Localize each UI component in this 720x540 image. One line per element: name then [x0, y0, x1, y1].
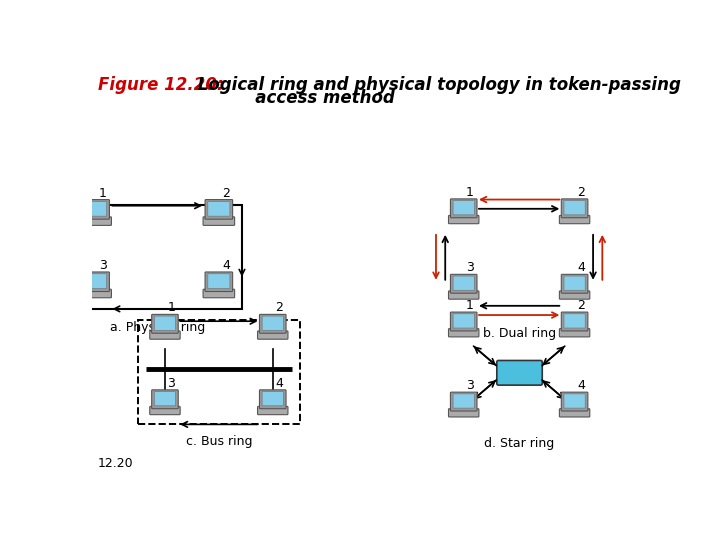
Text: access method: access method — [192, 90, 395, 107]
Text: 3: 3 — [167, 377, 175, 390]
FancyBboxPatch shape — [258, 407, 288, 415]
Bar — [73, 205, 242, 309]
FancyBboxPatch shape — [559, 329, 590, 337]
Text: 2: 2 — [275, 301, 283, 314]
FancyBboxPatch shape — [84, 201, 107, 216]
FancyBboxPatch shape — [562, 312, 588, 331]
FancyBboxPatch shape — [82, 200, 109, 219]
FancyBboxPatch shape — [564, 200, 585, 215]
Text: 3: 3 — [466, 261, 474, 274]
FancyBboxPatch shape — [150, 331, 180, 339]
FancyBboxPatch shape — [152, 314, 179, 333]
FancyBboxPatch shape — [259, 390, 286, 409]
Text: 1: 1 — [99, 186, 107, 200]
FancyBboxPatch shape — [205, 272, 233, 292]
Text: 4: 4 — [222, 259, 230, 272]
FancyBboxPatch shape — [150, 407, 180, 415]
FancyBboxPatch shape — [262, 316, 284, 330]
Text: 2: 2 — [577, 299, 585, 312]
FancyBboxPatch shape — [208, 274, 230, 288]
FancyBboxPatch shape — [259, 314, 286, 333]
FancyBboxPatch shape — [82, 272, 109, 292]
FancyBboxPatch shape — [453, 394, 474, 408]
FancyBboxPatch shape — [559, 291, 590, 299]
FancyBboxPatch shape — [152, 390, 179, 409]
Text: 4: 4 — [577, 379, 585, 392]
Text: b. Dual ring: b. Dual ring — [482, 327, 556, 340]
FancyBboxPatch shape — [262, 392, 284, 406]
FancyBboxPatch shape — [449, 291, 479, 299]
FancyBboxPatch shape — [80, 217, 112, 225]
FancyBboxPatch shape — [451, 274, 477, 293]
FancyBboxPatch shape — [84, 274, 107, 288]
FancyBboxPatch shape — [449, 409, 479, 417]
Text: 2: 2 — [577, 186, 585, 199]
FancyBboxPatch shape — [80, 289, 112, 298]
Text: 12.20: 12.20 — [98, 457, 134, 470]
FancyBboxPatch shape — [203, 217, 235, 225]
FancyBboxPatch shape — [559, 215, 590, 224]
Text: d. Star ring: d. Star ring — [484, 437, 554, 450]
FancyBboxPatch shape — [564, 394, 585, 408]
Text: 1: 1 — [466, 186, 474, 199]
Text: 3: 3 — [99, 259, 107, 272]
Text: 3: 3 — [466, 379, 474, 392]
FancyBboxPatch shape — [453, 200, 474, 215]
FancyBboxPatch shape — [449, 215, 479, 224]
FancyBboxPatch shape — [258, 331, 288, 339]
FancyBboxPatch shape — [208, 201, 230, 216]
Text: 1: 1 — [466, 299, 474, 312]
Text: 1: 1 — [167, 301, 175, 314]
Text: 4: 4 — [577, 261, 585, 274]
FancyBboxPatch shape — [564, 314, 585, 328]
FancyBboxPatch shape — [559, 409, 590, 417]
FancyBboxPatch shape — [562, 199, 588, 218]
FancyBboxPatch shape — [154, 316, 176, 330]
FancyBboxPatch shape — [562, 392, 588, 411]
FancyBboxPatch shape — [453, 314, 474, 328]
Text: c. Bus ring: c. Bus ring — [186, 435, 252, 448]
FancyBboxPatch shape — [451, 199, 477, 218]
FancyBboxPatch shape — [449, 329, 479, 337]
FancyBboxPatch shape — [453, 276, 474, 291]
FancyBboxPatch shape — [451, 312, 477, 331]
Text: 2: 2 — [222, 186, 230, 200]
FancyBboxPatch shape — [564, 276, 585, 291]
FancyBboxPatch shape — [205, 200, 233, 219]
FancyBboxPatch shape — [154, 392, 176, 406]
FancyBboxPatch shape — [451, 392, 477, 411]
FancyBboxPatch shape — [203, 289, 235, 298]
Text: a. Physical ring: a. Physical ring — [109, 321, 205, 334]
Text: Figure 12.20:: Figure 12.20: — [98, 76, 224, 94]
Text: 4: 4 — [275, 377, 283, 390]
FancyBboxPatch shape — [497, 361, 542, 385]
Text: Logical ring and physical topology in token-passing: Logical ring and physical topology in to… — [192, 76, 681, 94]
FancyBboxPatch shape — [562, 274, 588, 293]
Bar — [138, 320, 300, 424]
